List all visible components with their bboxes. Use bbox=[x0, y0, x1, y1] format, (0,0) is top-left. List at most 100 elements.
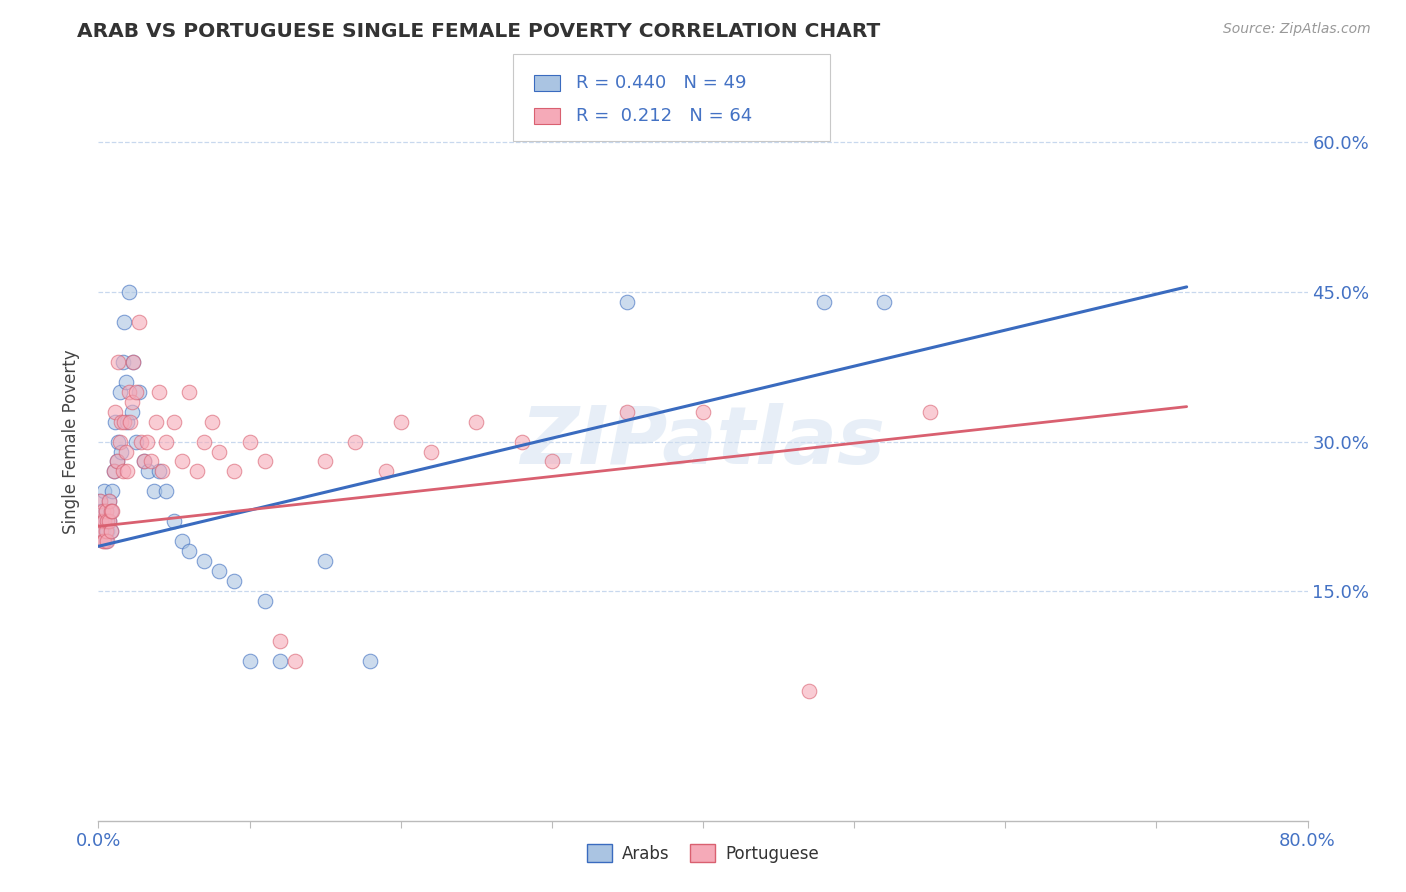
Point bbox=[104, 404, 127, 418]
Point bbox=[616, 294, 638, 309]
Point bbox=[170, 534, 193, 549]
Point bbox=[96, 514, 118, 528]
Point bbox=[135, 434, 157, 449]
Point bbox=[118, 285, 141, 299]
Point bbox=[269, 634, 291, 648]
Point bbox=[208, 564, 231, 578]
Point bbox=[132, 454, 155, 468]
Point bbox=[105, 454, 128, 468]
Point bbox=[239, 434, 262, 449]
Text: Source: ZipAtlas.com: Source: ZipAtlas.com bbox=[1223, 22, 1371, 37]
Point bbox=[692, 404, 714, 418]
Point bbox=[91, 504, 114, 518]
Legend: Arabs, Portuguese: Arabs, Portuguese bbox=[581, 838, 825, 869]
Point bbox=[193, 434, 215, 449]
Point bbox=[101, 504, 124, 518]
Point bbox=[103, 465, 125, 479]
Point bbox=[89, 494, 111, 508]
Point bbox=[112, 415, 135, 429]
Point bbox=[208, 444, 231, 458]
Point bbox=[253, 594, 276, 608]
Point bbox=[96, 534, 118, 549]
Point bbox=[111, 465, 134, 479]
Point bbox=[143, 484, 166, 499]
Point bbox=[163, 514, 186, 528]
Point bbox=[122, 355, 145, 369]
Point bbox=[120, 415, 142, 429]
Point bbox=[121, 394, 143, 409]
Point bbox=[90, 504, 112, 518]
Point bbox=[94, 534, 117, 549]
Point bbox=[100, 524, 122, 539]
Point bbox=[93, 484, 115, 499]
Point bbox=[110, 444, 132, 458]
Text: ZIPatlas: ZIPatlas bbox=[520, 402, 886, 481]
Point bbox=[132, 454, 155, 468]
Point bbox=[107, 355, 129, 369]
Point bbox=[111, 355, 134, 369]
Point bbox=[360, 654, 382, 668]
Point bbox=[103, 465, 125, 479]
Point bbox=[98, 494, 121, 508]
Point bbox=[104, 415, 127, 429]
Point bbox=[100, 524, 122, 539]
Point bbox=[374, 465, 396, 479]
Point bbox=[163, 415, 186, 429]
Point bbox=[107, 434, 129, 449]
Point bbox=[314, 454, 336, 468]
Y-axis label: Single Female Poverty: Single Female Poverty bbox=[62, 350, 80, 533]
Point bbox=[108, 384, 131, 399]
Point bbox=[91, 534, 114, 549]
Point bbox=[155, 434, 177, 449]
Point bbox=[112, 315, 135, 329]
Point bbox=[129, 434, 152, 449]
Point bbox=[540, 454, 562, 468]
Point bbox=[141, 454, 163, 468]
Point bbox=[510, 434, 533, 449]
Point bbox=[115, 415, 138, 429]
Point bbox=[813, 294, 835, 309]
Point bbox=[90, 524, 112, 539]
Point bbox=[121, 404, 143, 418]
Point bbox=[170, 454, 193, 468]
Point bbox=[155, 484, 177, 499]
Point bbox=[100, 504, 122, 518]
Point bbox=[179, 544, 201, 558]
Point bbox=[148, 384, 170, 399]
Point bbox=[873, 294, 896, 309]
Point bbox=[269, 654, 291, 668]
Point bbox=[91, 514, 114, 528]
Point bbox=[91, 524, 114, 539]
Point bbox=[94, 504, 117, 518]
Point bbox=[314, 554, 336, 568]
Point bbox=[224, 574, 246, 589]
Point bbox=[201, 415, 224, 429]
Point bbox=[125, 434, 148, 449]
Point bbox=[94, 504, 117, 518]
Point bbox=[98, 494, 121, 508]
Point bbox=[193, 554, 215, 568]
Point bbox=[797, 684, 820, 698]
Point bbox=[125, 384, 148, 399]
Point bbox=[94, 524, 117, 539]
Point bbox=[100, 504, 122, 518]
Point bbox=[108, 434, 131, 449]
Point bbox=[101, 484, 124, 499]
Point bbox=[122, 355, 145, 369]
Point bbox=[105, 454, 128, 468]
Point bbox=[389, 415, 412, 429]
Point bbox=[96, 524, 118, 539]
Point bbox=[115, 465, 138, 479]
Point bbox=[465, 415, 488, 429]
Point bbox=[98, 514, 121, 528]
Point bbox=[145, 415, 167, 429]
Point bbox=[128, 315, 150, 329]
Text: R = 0.440   N = 49: R = 0.440 N = 49 bbox=[576, 74, 747, 92]
Text: R =  0.212   N = 64: R = 0.212 N = 64 bbox=[576, 107, 752, 125]
Point bbox=[110, 415, 132, 429]
Point bbox=[224, 465, 246, 479]
Text: ARAB VS PORTUGUESE SINGLE FEMALE POVERTY CORRELATION CHART: ARAB VS PORTUGUESE SINGLE FEMALE POVERTY… bbox=[77, 22, 880, 41]
Point bbox=[186, 465, 208, 479]
Point bbox=[344, 434, 367, 449]
Point bbox=[136, 465, 159, 479]
